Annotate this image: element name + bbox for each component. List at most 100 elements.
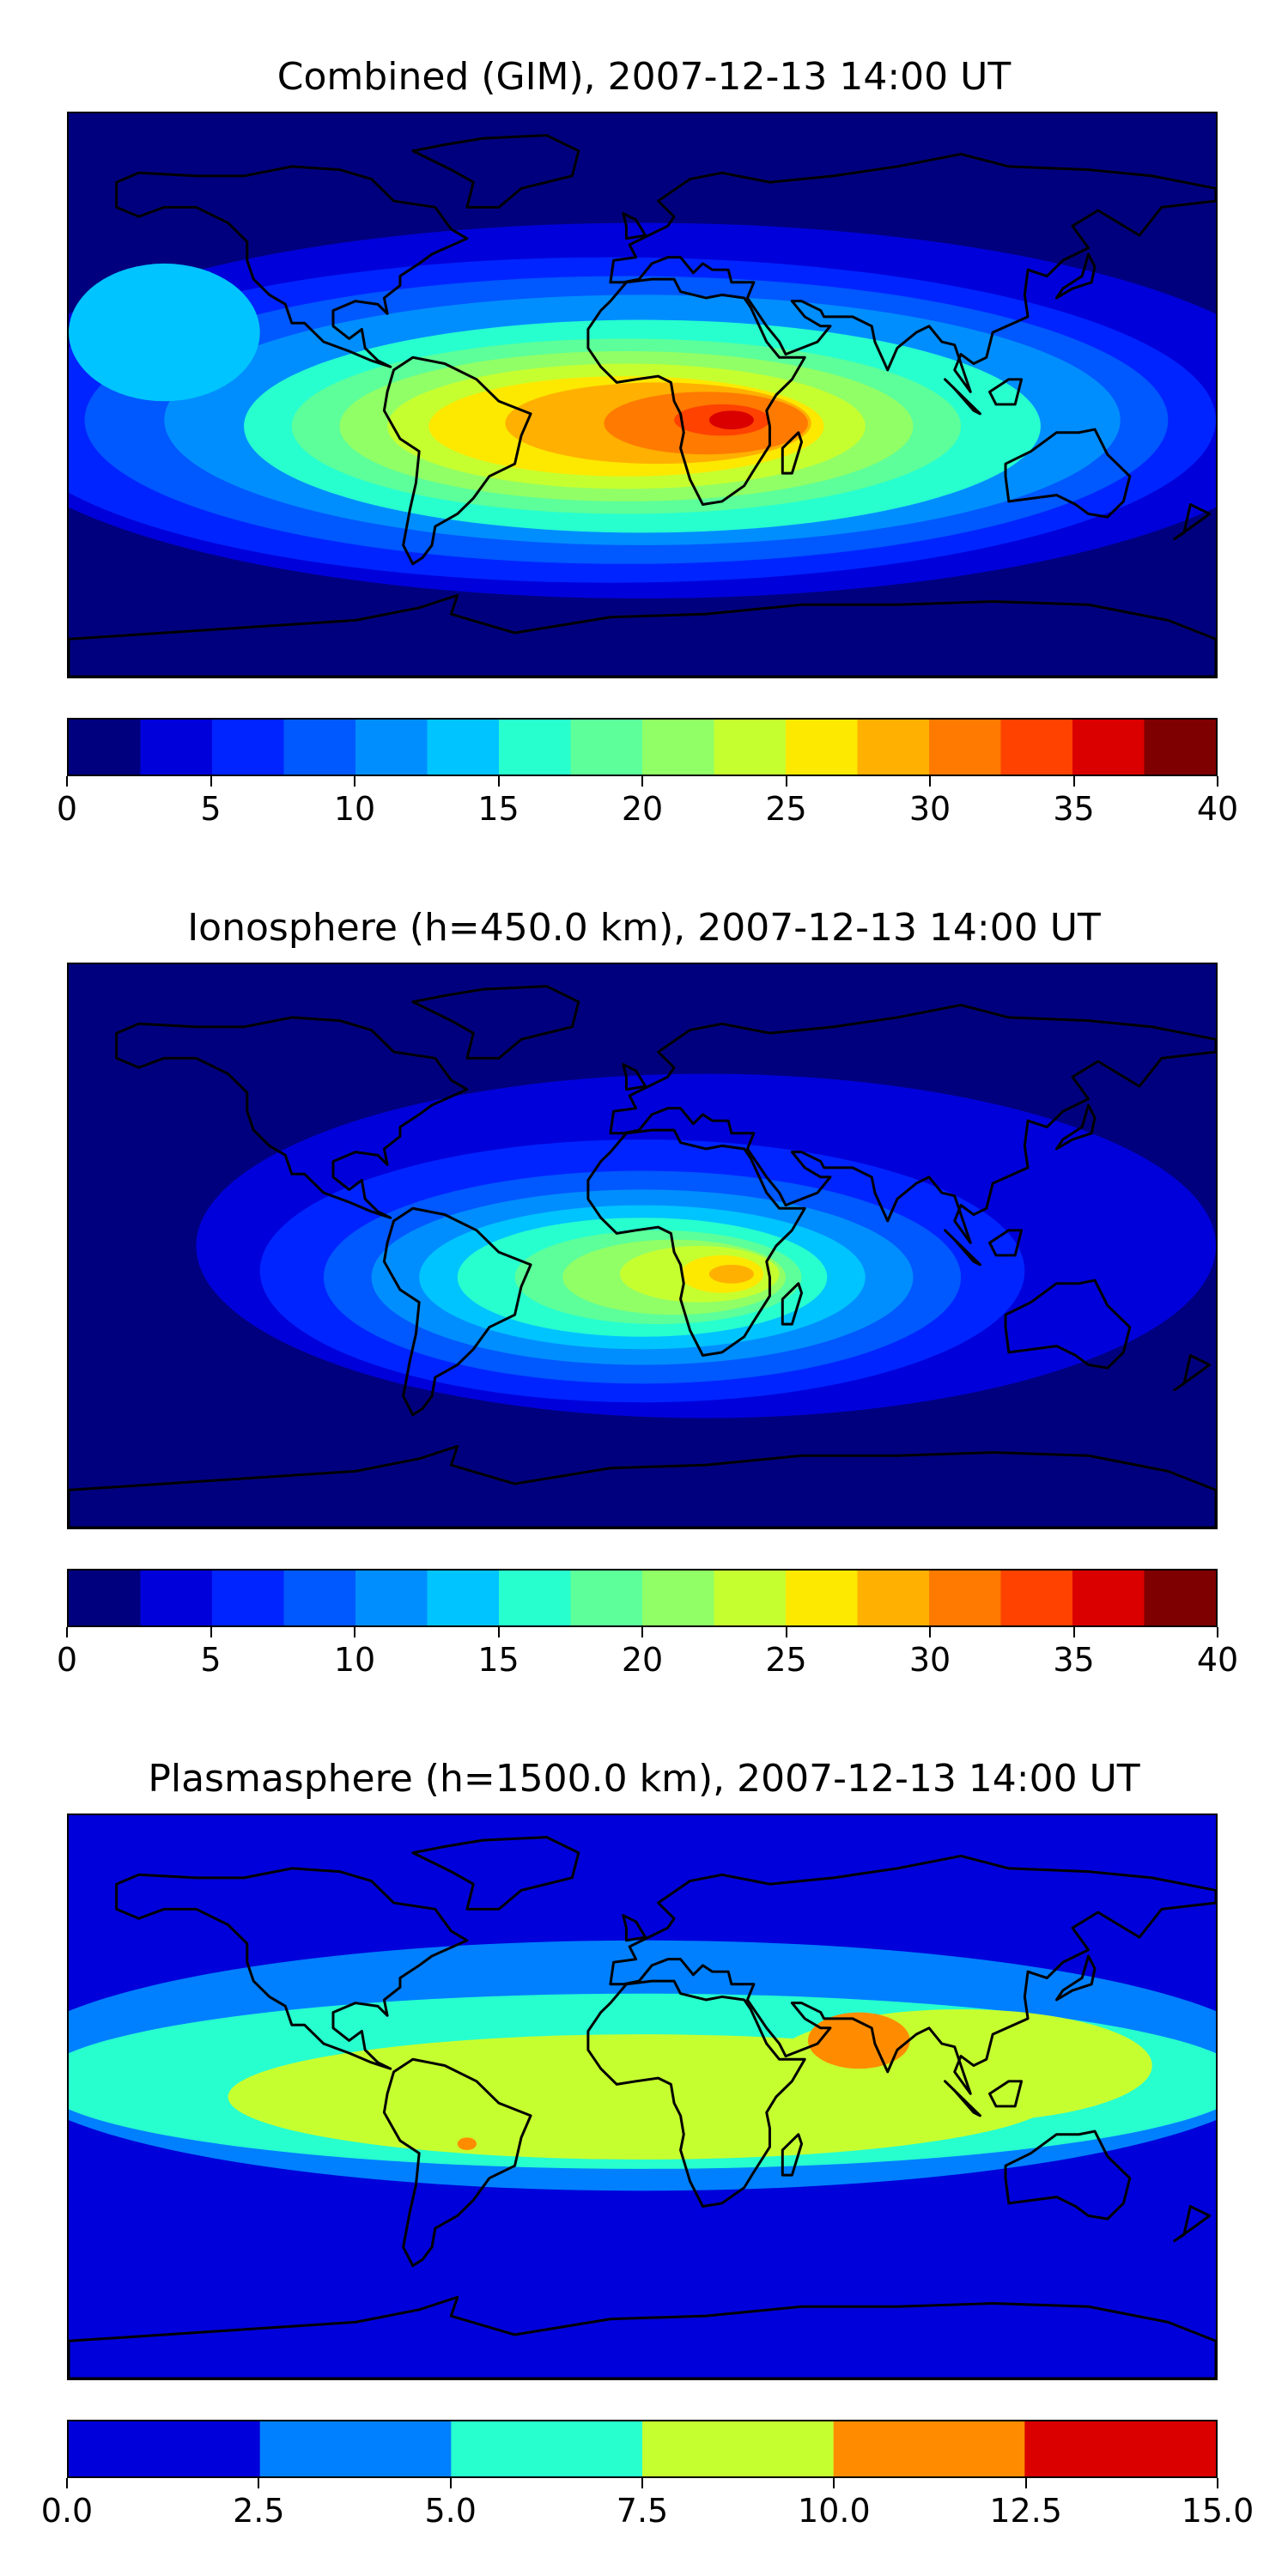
colorbar-tick [1024,2478,1027,2488]
coastlines [69,134,1216,677]
colorbar-tick-label: 10 [333,1641,376,1679]
colorbar-plasmasphere [67,2420,1218,2478]
coastline-eurasia [609,1854,1216,2095]
coastline-greenland [411,985,580,1060]
coastline-newZealand [1173,503,1212,541]
colorbar-tick-label: 10 [333,790,376,828]
coastline-japan [1054,252,1097,300]
coastline-southAmerica [382,1206,532,1417]
colorbar-segment-15 [1144,1571,1216,1625]
colorbar-tick [210,776,212,787]
colorbar-segment-14 [1072,1571,1145,1625]
contour-band-11 [708,1264,754,1284]
colorbar-tick [449,2478,452,2488]
colorbar-tick [833,2478,835,2488]
coastline-northAmerica [115,165,469,368]
colorbar-segment-0 [69,1571,141,1625]
heatmap-bands [69,1815,1216,2379]
colorbar-tick-label: 30 [908,790,951,828]
coastline-borneo [987,378,1024,406]
chart-title: Combined (GIM), 2007-12-13 14:00 UT [276,55,1012,99]
colorbar-segment-0 [69,720,141,775]
coastline-eurasia [609,1003,1216,1244]
colorbar-tick-label: 20 [621,1641,664,1679]
colorbar-segment-4 [355,720,428,775]
coastline-madagascar [781,1282,804,1326]
contour-band-14 [708,410,754,430]
colorbar-tick [1072,776,1075,787]
colorbar-tick-label: 0 [56,790,78,828]
coastline-southAmerica [382,355,532,566]
heatmap-bands [69,964,1216,1528]
colorbar-ticks: 0 5 10 15 20 25 30 35 40 [57,1627,1238,1687]
colorbar-tick-label: 7.5 [616,2492,669,2530]
contour-band-5 [457,2137,477,2150]
colorbar-ticks: 0 5 10 15 20 25 30 35 40 [57,776,1238,836]
coastline-borneo [987,2080,1024,2108]
coastlines [69,1836,1216,2379]
colorbar-tick [497,776,500,787]
colorbar-tick [210,1627,212,1637]
colorbar-tick-label: 0 [56,1641,78,1679]
coastline-australia [1004,428,1132,519]
colorbar-segment-5 [427,720,500,775]
colorbar-tick [641,776,643,787]
colorbar-tick-label: 0.0 [40,2492,94,2530]
coastline-africa [586,1979,806,2208]
colorbar-segment-0 [69,2421,261,2476]
colorbar-segment-6 [499,720,571,775]
coastline-britain [622,212,647,240]
colorbar-tick-label: 30 [908,1641,951,1679]
coastline-eurasia [609,152,1216,393]
coastline-antarctica [69,1444,1216,1528]
colorbar-tick [354,1627,355,1637]
colorbar-tick-label: 20 [621,790,664,828]
colorbar-tick-label: 40 [1196,790,1239,828]
colorbar-segment-15 [1144,720,1216,775]
colorbar-tick-label: 15 [477,790,519,828]
colorbar-tick-label: 25 [765,790,807,828]
colorbar-tick [1217,2478,1218,2488]
coastline-indonesia [944,1229,981,1267]
coastline-japan [1054,1103,1097,1151]
colorbar-segment-12 [929,1571,1001,1625]
colorbar-tick [929,776,931,787]
colorbar-segment-13 [1000,720,1073,775]
contour-band-5 [69,263,260,402]
colorbar-segment-4 [833,2421,1025,2476]
colorbar-segment-2 [212,720,284,775]
coastline-madagascar [781,431,804,475]
colorbar-tick-label: 2.5 [233,2492,285,2530]
colorbar-tick-label: 35 [1053,790,1095,828]
colorbar-tick [258,2478,260,2488]
coastline-southAmerica [382,2057,532,2268]
colorbar-svg [69,1571,1216,1625]
coastline-australia [1004,1279,1132,1370]
colorbar-segment-7 [570,720,643,775]
chart-title: Ionosphere (h=450.0 km), 2007-12-13 14:0… [187,906,1101,950]
colorbar-segment-7 [570,1571,643,1625]
colorbar-tick-label: 10.0 [798,2492,871,2530]
coastline-northAmerica [115,1016,469,1219]
colorbar-tick [66,1627,68,1637]
coastline-greenland [411,134,580,209]
colorbar-tick-label: 5 [200,1641,222,1679]
colorbar-segment-3 [283,720,356,775]
colorbar-segment-2 [212,1571,284,1625]
colorbar-segment-9 [714,720,787,775]
colorbar-tick [1217,776,1218,787]
coastline-madagascar [781,2133,804,2177]
colorbar-segment-11 [857,720,930,775]
coastline-newZealand [1173,1354,1212,1392]
colorbar-segment-9 [714,1571,787,1625]
coastline-britain [622,1063,647,1091]
map-ionosphere [67,963,1218,1529]
colorbar-segment-13 [1000,1571,1073,1625]
colorbar-ticks: 0.0 2.5 5.0 7.5 10.0 12.5 15.0 [41,2478,1254,2538]
colorbar-tick [929,1627,931,1637]
colorbar-segment-3 [642,2421,835,2476]
colorbar-tick-label: 35 [1053,1641,1095,1679]
colorbar-segment-2 [451,2421,643,2476]
colorbar-segment-1 [259,2421,452,2476]
colorbar-segment-11 [857,1571,930,1625]
